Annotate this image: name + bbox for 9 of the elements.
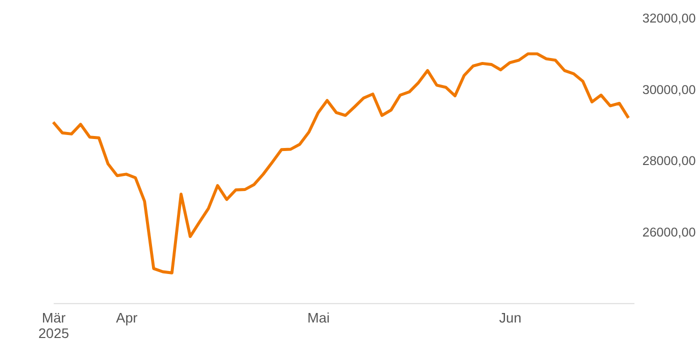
line-series xyxy=(52,52,630,274)
y-tick-label: 28000,00 xyxy=(642,153,696,168)
y-tick-label: 32000,00 xyxy=(642,10,696,26)
x-tick-label: Mär 2025 xyxy=(38,310,70,342)
y-tick-label: 26000,00 xyxy=(642,224,696,240)
x-tick-label: Apr xyxy=(116,310,138,326)
x-tick-label: Mai xyxy=(307,310,330,326)
x-tick-label: Jun xyxy=(499,310,522,326)
y-tick-label: 30000,00 xyxy=(642,82,696,97)
